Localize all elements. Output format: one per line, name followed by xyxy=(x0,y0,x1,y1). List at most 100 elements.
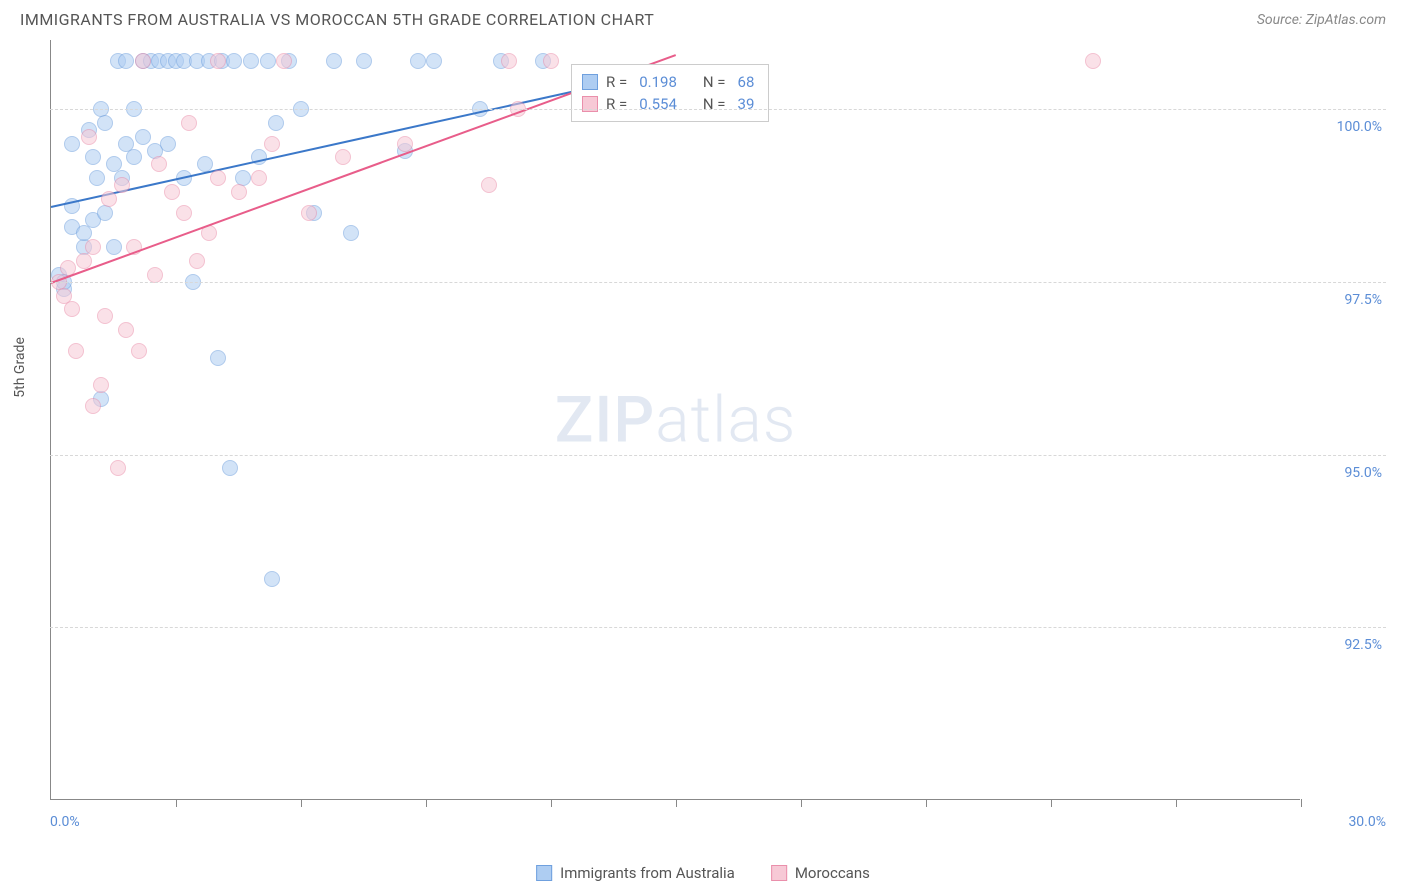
legend-swatch xyxy=(536,865,552,881)
gridline-h xyxy=(50,109,1386,110)
data-point xyxy=(210,350,226,366)
x-tick xyxy=(176,799,177,807)
legend-row: R = 0.554 N = 39 xyxy=(582,93,758,115)
legend-swatch xyxy=(771,865,787,881)
data-point xyxy=(335,149,351,165)
source-attribution: Source: ZipAtlas.com xyxy=(1257,12,1386,28)
data-point xyxy=(147,267,163,283)
data-point xyxy=(343,225,359,241)
x-tick xyxy=(301,799,302,807)
legend-label: Immigrants from Australia xyxy=(560,864,735,882)
bottom-legend: Immigrants from Australia Moroccans xyxy=(536,864,870,882)
legend-r-label: R = xyxy=(606,95,627,113)
gridline-h xyxy=(50,282,1386,283)
data-point xyxy=(114,177,130,193)
data-point xyxy=(64,301,80,317)
data-point xyxy=(501,53,517,69)
data-point xyxy=(68,343,84,359)
data-point xyxy=(131,343,147,359)
plot-area: ZIPatlas R = 0.198 N = 68 R = 0.554 N = 39 xyxy=(50,40,1300,800)
data-point xyxy=(118,53,134,69)
data-point xyxy=(164,184,180,200)
data-point xyxy=(106,239,122,255)
data-point xyxy=(151,156,167,172)
watermark: ZIPatlas xyxy=(555,382,797,457)
x-tick xyxy=(426,799,427,807)
data-point xyxy=(410,53,426,69)
data-point xyxy=(118,322,134,338)
bottom-legend-item: Immigrants from Australia xyxy=(536,864,735,882)
data-point xyxy=(135,129,151,145)
legend-label: Moroccans xyxy=(795,864,870,882)
legend-n-value: 68 xyxy=(738,73,755,91)
legend-n-value: 39 xyxy=(738,95,755,113)
x-axis-max-label: 30.0% xyxy=(1348,814,1386,830)
data-point xyxy=(97,205,113,221)
x-tick xyxy=(676,799,677,807)
data-point xyxy=(189,253,205,269)
data-point xyxy=(126,149,142,165)
data-point xyxy=(276,53,292,69)
data-point xyxy=(397,136,413,152)
data-point xyxy=(85,239,101,255)
data-point xyxy=(85,149,101,165)
data-point xyxy=(135,53,151,69)
x-tick xyxy=(1051,799,1052,807)
data-point xyxy=(301,205,317,221)
legend-n-label: N = xyxy=(703,73,726,91)
watermark-zip: ZIP xyxy=(555,382,656,457)
legend-r-value: 0.198 xyxy=(639,73,677,91)
x-tick xyxy=(1176,799,1177,807)
legend-r-value: 0.554 xyxy=(639,95,677,113)
legend-row: R = 0.198 N = 68 xyxy=(582,71,758,93)
data-point xyxy=(251,170,267,186)
data-point xyxy=(543,53,559,69)
data-point xyxy=(268,115,284,131)
data-point xyxy=(356,53,372,69)
legend-n-label: N = xyxy=(703,95,726,113)
x-tick xyxy=(1301,799,1302,807)
y-tick-label: 97.5% xyxy=(1344,292,1386,308)
gridline-h xyxy=(50,455,1386,456)
y-tick-label: 95.0% xyxy=(1344,465,1386,481)
chart-header: IMMIGRANTS FROM AUSTRALIA VS MOROCCAN 5T… xyxy=(0,0,1406,35)
data-point xyxy=(64,136,80,152)
gridline-h xyxy=(50,627,1386,628)
data-point xyxy=(97,308,113,324)
data-point xyxy=(481,177,497,193)
data-point xyxy=(101,191,117,207)
data-point xyxy=(181,115,197,131)
data-point xyxy=(226,53,242,69)
x-tick xyxy=(926,799,927,807)
data-point xyxy=(81,129,97,145)
y-tick-label: 92.5% xyxy=(1344,637,1386,653)
data-point xyxy=(326,53,342,69)
data-point xyxy=(426,53,442,69)
data-point xyxy=(176,205,192,221)
data-point xyxy=(93,377,109,393)
legend-r-label: R = xyxy=(606,73,627,91)
data-point xyxy=(210,170,226,186)
data-point xyxy=(110,460,126,476)
watermark-atlas: atlas xyxy=(655,382,796,457)
data-point xyxy=(85,398,101,414)
chart-container: ZIPatlas R =0.198N =68R =0.554N =39 5th … xyxy=(50,40,1386,800)
x-tick xyxy=(801,799,802,807)
correlation-legend: R = 0.198 N = 68 R = 0.554 N = 39 xyxy=(571,64,769,122)
data-point xyxy=(89,170,105,186)
bottom-legend-item: Moroccans xyxy=(771,864,870,882)
chart-title: IMMIGRANTS FROM AUSTRALIA VS MOROCCAN 5T… xyxy=(20,10,654,29)
data-point xyxy=(1085,53,1101,69)
y-tick-label: 100.0% xyxy=(1337,119,1386,135)
x-tick xyxy=(551,799,552,807)
data-point xyxy=(210,53,226,69)
data-point xyxy=(264,571,280,587)
data-point xyxy=(260,53,276,69)
data-point xyxy=(243,53,259,69)
y-axis-title: 5th Grade xyxy=(12,337,28,398)
data-point xyxy=(264,136,280,152)
x-axis-min-label: 0.0% xyxy=(50,814,80,830)
legend-swatch xyxy=(582,74,598,90)
data-point xyxy=(160,136,176,152)
data-point xyxy=(97,115,113,131)
